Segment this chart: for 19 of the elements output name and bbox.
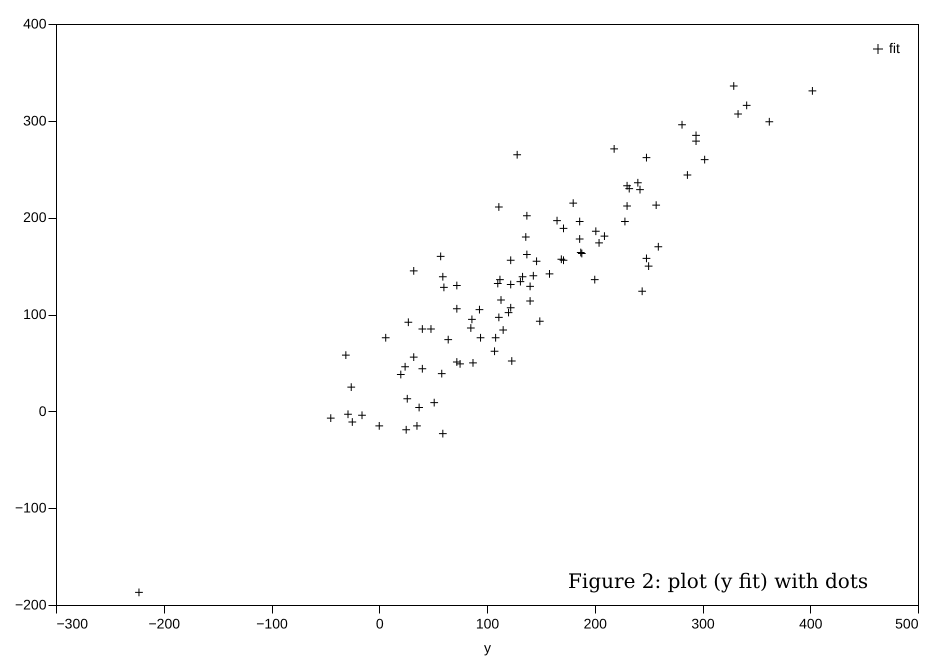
y-tick-label: 200 xyxy=(23,209,47,226)
annotation: Figure 2: plot (y fit) with dots xyxy=(568,569,868,593)
x-axis-title: y xyxy=(484,640,491,656)
y-tick-label: 100 xyxy=(23,306,47,322)
legend-label: fit xyxy=(889,40,900,56)
x-tick-label: −100 xyxy=(256,616,288,632)
y-tick-label: −100 xyxy=(14,500,47,516)
y-tick-label: 400 xyxy=(23,16,47,32)
y-tick-label: −200 xyxy=(14,596,47,612)
x-tick-label: 500 xyxy=(895,616,919,632)
x-tick-label: 400 xyxy=(799,616,823,632)
x-tick-label: 300 xyxy=(691,616,715,632)
x-tick-label: −200 xyxy=(148,616,180,632)
x-tick-label: −300 xyxy=(56,616,88,632)
y-tick-label: 0 xyxy=(38,402,47,419)
x-tick-label: 100 xyxy=(476,616,500,632)
x-tick-label: 200 xyxy=(584,616,608,632)
x-tick-label: 0 xyxy=(376,616,384,632)
y-tick-label: 300 xyxy=(23,112,47,128)
